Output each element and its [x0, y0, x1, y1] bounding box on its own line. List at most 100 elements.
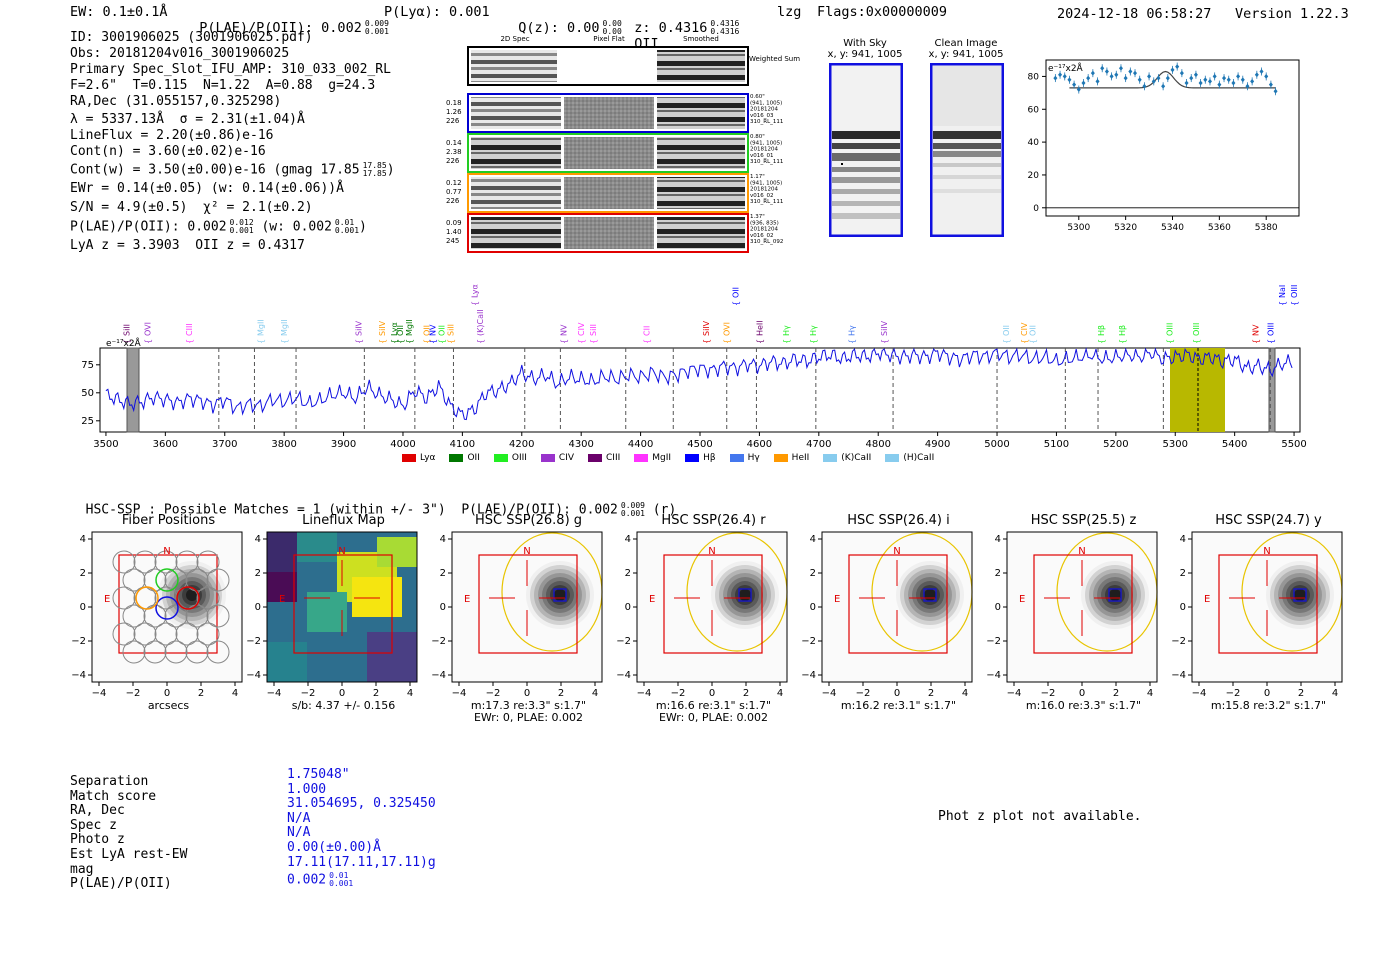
- match-value-separation: 1.75048": [287, 767, 350, 782]
- spectrum-line-label: OIII: [1266, 323, 1275, 336]
- hsc-xtick-label: 0: [1079, 688, 1085, 698]
- zoom-point: [1128, 68, 1133, 74]
- spectrum-line-label: MgII: [280, 319, 289, 336]
- zoom-point: [1151, 78, 1156, 84]
- spectrum-legend-label: CIII: [606, 453, 621, 463]
- info-lambda: λ = 5337.13Å σ = 2.31(±1.04)Å: [70, 112, 305, 127]
- zoom-point: [1076, 87, 1081, 93]
- spectrum-line-label: NV: [429, 324, 438, 336]
- fiber-circle: [112, 622, 136, 646]
- spectrum-line-label: OII: [396, 325, 405, 336]
- spectrum-line-bracket: {: [1290, 301, 1299, 306]
- spec2d-row-right-value: 310_RL_092: [750, 239, 783, 245]
- hsc-panel-caption: m:16.2 re:3.1" s:1.7": [840, 699, 957, 712]
- fov-box: [478, 554, 578, 654]
- spectrum-line-label: Hγ: [809, 325, 818, 336]
- spectrum-legend-item: CIV: [540, 453, 574, 463]
- spec2d-row-right-value: 20181204: [750, 187, 778, 193]
- lineflux-block: [307, 592, 347, 632]
- hsc-ytick-label: 4: [995, 534, 1001, 545]
- zoom-point: [1264, 73, 1269, 79]
- spec2d-row-left-value: 0.18: [446, 99, 462, 107]
- spectrum-line-bracket: {: [185, 339, 194, 344]
- spectrum-line-bracket: {: [1020, 339, 1029, 344]
- galaxy-glow: [924, 589, 936, 601]
- zoom-point: [1118, 65, 1123, 71]
- spec2d-row-left-value: 1.26: [446, 108, 462, 116]
- spectrum-line-bracket: {: [847, 339, 856, 344]
- north-label: N: [338, 546, 345, 557]
- hsc-ytick-label: −4: [986, 670, 1001, 681]
- spectrum-legend-swatch: [823, 454, 838, 462]
- hsc-xtick-label: 2: [1298, 688, 1304, 698]
- hsc-panel: HSC SSP(26.4) i N E −4 −4 −2 −2 0 0 2 2 4 4 m:16.2 re…: [800, 513, 975, 712]
- fiber-circle: [122, 640, 146, 664]
- spectrum-line-label: OIII: [1290, 285, 1299, 298]
- spectrum-xtick-label: 3700: [212, 439, 237, 450]
- east-label: E: [279, 594, 285, 605]
- spectrum-legend-item: CIII: [588, 453, 620, 463]
- match-value-photoz: N/A: [287, 825, 311, 841]
- hsc-title: HSC-SSP : Possible Matches = 1 (within +…: [70, 487, 677, 518]
- zoom-point: [1250, 78, 1255, 84]
- spectrum-line-label: SiIV: [702, 320, 711, 336]
- spectrum-xtick-label: 3500: [93, 439, 118, 450]
- spectrum-legend-item: OII: [449, 453, 480, 463]
- zoom-chart-axes: 5300 5320 5340 5360 5380 0 20 40 60 80: [1028, 72, 1299, 233]
- hsc-panel-title: HSC SSP(26.8) g: [474, 513, 583, 528]
- hsc-xtick-label: −4: [1007, 688, 1022, 698]
- info-plae: P(LAE)/P(OII): 0.002 0.012 0.001 (w: 0.002…: [70, 217, 367, 235]
- hsc-xtick-label: 0: [709, 688, 715, 698]
- hsc-xtick-label: −4: [267, 688, 282, 698]
- hsc-panel-title: HSC SSP(25.5) z: [1030, 513, 1137, 528]
- spec2d-row-left-value: 0.77: [446, 188, 462, 196]
- header-z-sup: 0.4316: [710, 19, 740, 28]
- spectrum-ytick-label: 75: [81, 360, 94, 371]
- fiber-circle: [164, 604, 188, 628]
- zoom-chart-ylabel: e⁻¹⁷x2Å: [1048, 62, 1084, 74]
- header-plya: P(Lyα): 0.001: [384, 4, 490, 20]
- zoom-xtick-label: 5360: [1208, 223, 1231, 233]
- spectrum-line-bracket: {: [1192, 339, 1201, 344]
- spec2d-panel: 2D Spec Pixel Flat Smoothed Weighted Sum…: [446, 35, 800, 253]
- spectrum-legend-swatch: [493, 454, 508, 462]
- match-marker: [553, 588, 567, 602]
- spectrum-line-bracket: {: [144, 339, 153, 344]
- hsc-ytick-label: 0: [995, 602, 1001, 613]
- spectrum-xtick-label: 3800: [271, 439, 296, 450]
- match-label-score: Match score: [70, 788, 157, 804]
- zoom-xtick-label: 5340: [1161, 223, 1184, 233]
- galaxy-glow: [1294, 589, 1306, 601]
- weighted-sum-label: Weighted Sum: [749, 55, 800, 63]
- zoom-point: [1240, 77, 1245, 83]
- hsc-xtick-label: −2: [1226, 688, 1241, 698]
- spectrum-line-label: Hβ: [1097, 325, 1106, 336]
- hsc-xtick-label: 4: [592, 688, 598, 698]
- zoom-chart-points: [1053, 62, 1278, 96]
- hsc-ytick-label: −4: [431, 670, 446, 681]
- zoom-ytick-label: 80: [1028, 72, 1040, 82]
- zoom-ytick-label: 0: [1033, 204, 1039, 214]
- spectrum-line-bracket: {: [577, 339, 586, 344]
- spectrum-legend-label: Lyα: [420, 453, 436, 463]
- spec2d-row-left-value: 226: [446, 117, 460, 125]
- hsc-xtick-label: 2: [928, 688, 934, 698]
- fiber-circle: [206, 604, 230, 628]
- hsc-ytick-label: 2: [440, 568, 446, 579]
- spectrum-legend-label: Hγ: [747, 453, 760, 463]
- hsc-panel-title: Fiber Positions: [121, 513, 216, 528]
- zoom-point: [1217, 82, 1222, 88]
- fiber-circle: [185, 640, 209, 664]
- spec2d-col-smoothed: Smoothed: [683, 35, 719, 43]
- hsc-panel: Fiber Positions N E −4 −4 −2 −2 0 0 2 2 4 4 arcsecs: [70, 513, 245, 712]
- match-marker: [738, 588, 752, 602]
- spectrum-legend-swatch: [634, 454, 649, 462]
- galaxy-glow: [554, 589, 566, 601]
- hsc-ytick-label: −2: [616, 636, 631, 647]
- fiber-circle: [196, 550, 220, 574]
- hsc-xtick-label: 4: [232, 688, 238, 698]
- spec2d-row-pixelflat: [564, 177, 654, 209]
- header-qz-sub: 0.00: [602, 27, 622, 36]
